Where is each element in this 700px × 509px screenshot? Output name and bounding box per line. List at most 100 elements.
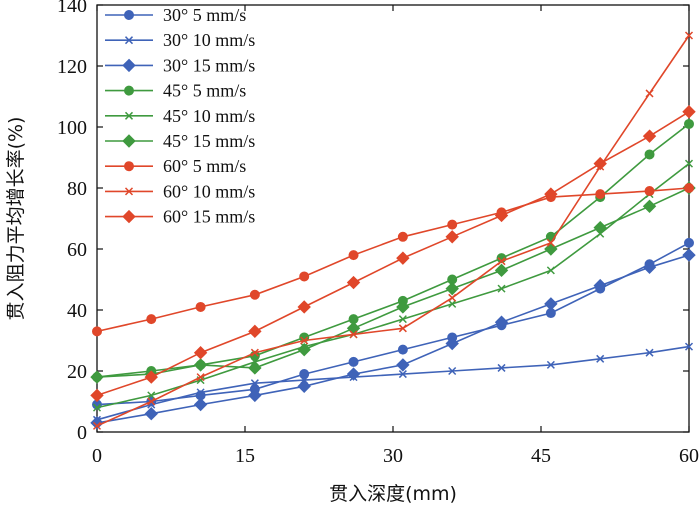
data-point <box>642 199 657 214</box>
y-tick-label: 0 <box>77 422 87 444</box>
data-point <box>445 336 459 351</box>
data-point <box>144 406 158 421</box>
legend-marker <box>122 58 136 73</box>
data-point <box>144 370 158 384</box>
x-axis-title: 贯入深度(mm) <box>329 483 457 505</box>
y-tick-label: 80 <box>67 178 87 200</box>
data-point <box>193 358 208 372</box>
data-point <box>90 416 104 430</box>
legend-label: 30° 5 mm/s <box>163 5 246 25</box>
data-point <box>593 220 607 235</box>
data-point-b <box>250 379 259 388</box>
data-point <box>593 278 607 293</box>
data-point-b <box>546 360 555 369</box>
data-point <box>398 370 407 379</box>
data-point-b <box>92 421 102 430</box>
y-axis-title: 贯入阻力平均增长率(%) <box>5 117 27 321</box>
data-point <box>299 271 310 282</box>
data-point <box>595 189 606 200</box>
data-point <box>494 315 509 329</box>
data-point <box>445 281 459 296</box>
legend-marker <box>122 209 136 224</box>
data-point <box>644 186 655 197</box>
data-point-b <box>147 391 156 400</box>
data-point <box>248 388 262 403</box>
data-point <box>398 315 407 324</box>
legend-item: 30° 5 mm/s <box>105 5 246 25</box>
data-point-b <box>448 366 457 376</box>
data-point <box>448 366 457 376</box>
legend-item: 60° 5 mm/s <box>105 156 246 176</box>
legend-marker <box>124 10 134 20</box>
y-tick-label: 140 <box>57 0 87 17</box>
data-point <box>684 237 694 248</box>
data-point <box>397 344 408 355</box>
data-point <box>92 326 102 337</box>
data-point <box>195 301 206 312</box>
legend-label: 30° 10 mm/s <box>163 30 255 50</box>
data-point <box>349 330 358 339</box>
data-point-b <box>250 348 259 357</box>
data-point <box>448 299 457 308</box>
data-point <box>147 397 156 406</box>
series-line <box>96 242 690 406</box>
data-point <box>546 360 555 369</box>
data-point <box>396 358 410 372</box>
data-point-b <box>684 342 694 351</box>
data-point <box>497 363 506 372</box>
data-point <box>196 388 205 397</box>
data-point-b <box>147 397 156 406</box>
data-point <box>546 238 555 247</box>
legend: 30° 5 mm/s 30° 10 mm/s 30° 15 mm/s 45° 5 mm… <box>105 5 255 227</box>
data-point <box>642 260 657 275</box>
data-point <box>147 391 156 400</box>
data-point <box>92 421 102 430</box>
data-point <box>684 118 694 129</box>
series-9 <box>90 105 696 403</box>
data-point <box>448 293 457 302</box>
data-point <box>346 367 361 381</box>
series-3 <box>90 248 696 430</box>
y-tick-label: 60 <box>67 239 87 261</box>
y-tick-label: 120 <box>57 56 87 78</box>
y-tick-label: 100 <box>57 117 87 139</box>
legend-marker <box>122 134 136 148</box>
data-point <box>684 159 694 168</box>
data-point-b <box>398 370 407 379</box>
legend-item: 30° 15 mm/s <box>105 55 255 75</box>
data-point-b <box>147 400 156 409</box>
legend-item: 45° 15 mm/s <box>105 131 255 151</box>
data-point-b <box>497 284 506 293</box>
data-point <box>92 403 102 412</box>
data-point <box>146 314 157 325</box>
data-point <box>684 183 694 193</box>
data-point <box>544 187 558 201</box>
data-point <box>396 300 410 314</box>
legend-marker <box>124 36 134 45</box>
data-point-b <box>448 299 457 308</box>
legend-marker <box>124 85 134 96</box>
data-point <box>684 31 694 40</box>
legend-marker <box>124 187 134 196</box>
legend-marker <box>124 111 134 120</box>
data-point <box>544 297 558 311</box>
x-tick-label: 0 <box>92 445 102 467</box>
data-point <box>397 231 408 242</box>
data-point <box>250 379 259 388</box>
data-point <box>645 348 654 357</box>
data-point <box>248 361 262 375</box>
data-point-b <box>398 324 407 333</box>
legend-item: 45° 5 mm/s <box>105 81 246 101</box>
legend-item: 45° 10 mm/s <box>105 106 255 126</box>
data-point-b <box>448 293 457 302</box>
data-point-b <box>196 376 205 385</box>
data-point <box>644 149 655 160</box>
legend-label: 45° 5 mm/s <box>163 81 246 101</box>
legend-marker-b <box>124 111 134 120</box>
legend-label: 60° 15 mm/s <box>163 207 255 227</box>
y-tick-label: 20 <box>67 361 87 383</box>
data-point <box>596 354 605 363</box>
data-point <box>497 284 506 293</box>
x-tick-label: 15 <box>235 445 255 467</box>
